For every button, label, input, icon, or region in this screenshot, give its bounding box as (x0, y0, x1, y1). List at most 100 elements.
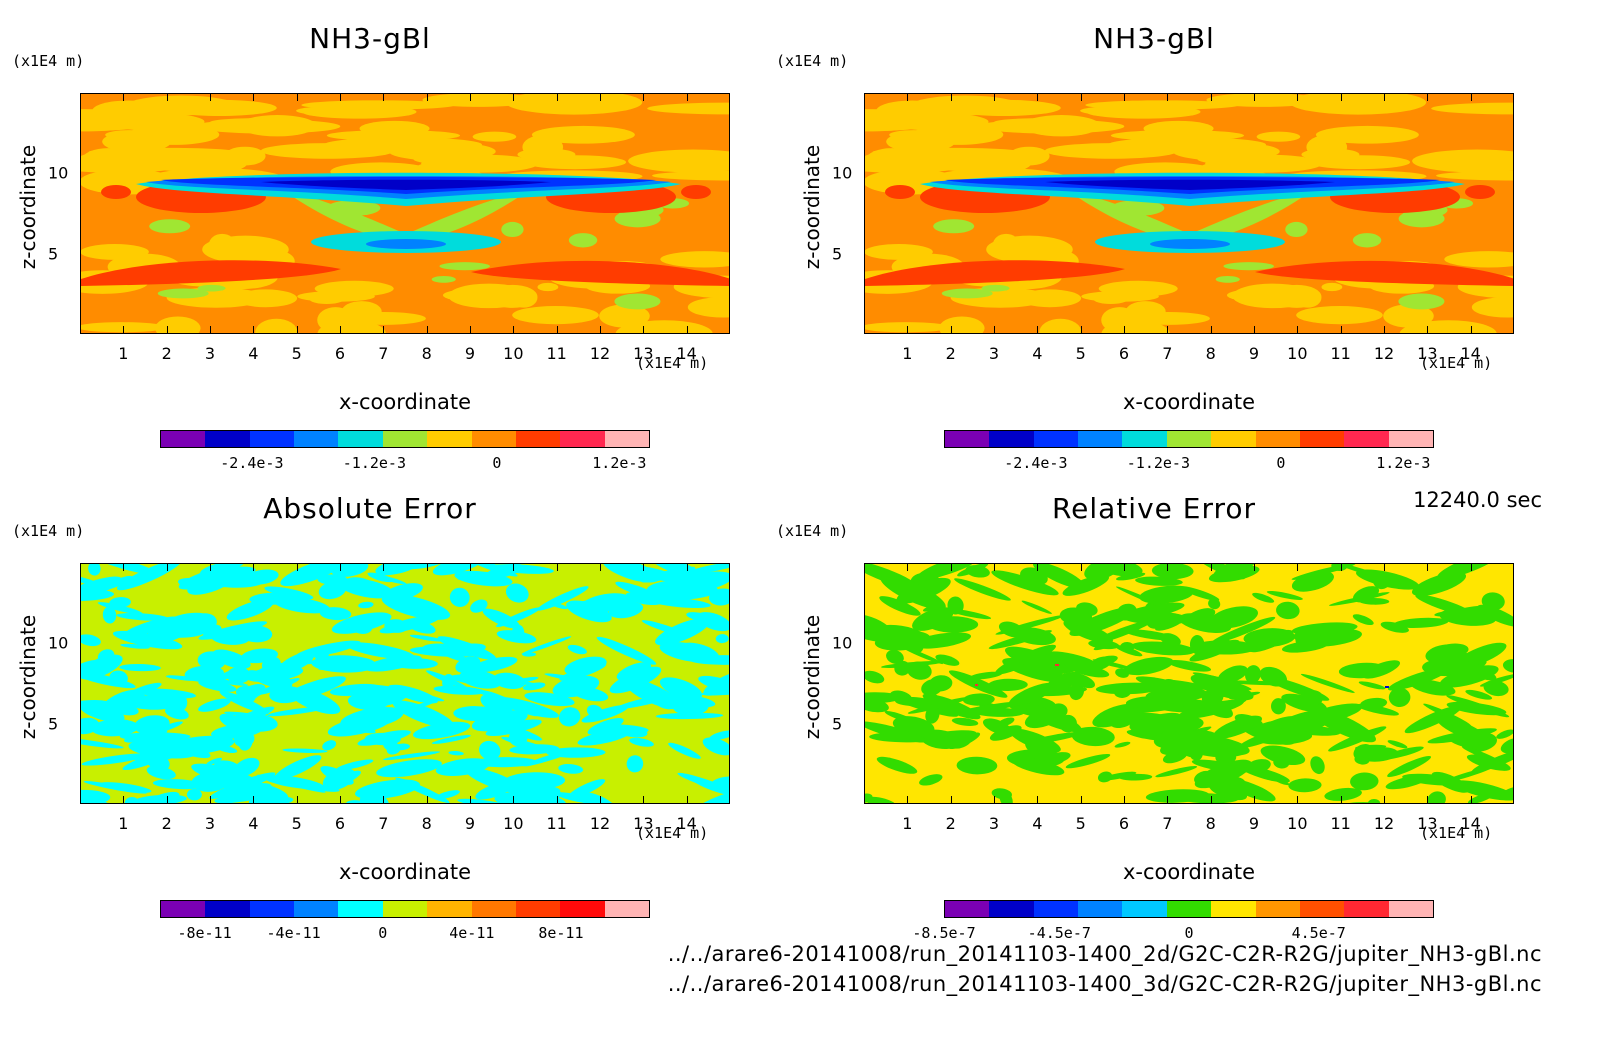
contour-region (1099, 771, 1137, 781)
contour-region (885, 185, 915, 199)
contour-region (453, 706, 498, 722)
x-tick-mark (166, 564, 168, 571)
colorbar-segment (1211, 901, 1256, 917)
contour-region (1201, 688, 1224, 706)
contour-region (1217, 637, 1234, 647)
contour-region (1452, 780, 1513, 801)
contour-region (1129, 703, 1186, 713)
contour-region (134, 715, 170, 735)
contour-region (266, 706, 327, 717)
x-tick-label: 5 (291, 814, 302, 833)
contour-region (81, 660, 99, 678)
colorbar-segment (1255, 431, 1300, 447)
colorbar-segment (560, 431, 605, 447)
x-tick-mark (1470, 326, 1472, 333)
contour-region (647, 564, 705, 580)
contour-region (269, 686, 304, 704)
contour-region (1045, 671, 1082, 692)
contour-region (1071, 726, 1115, 747)
file-path-2: ../../arare6-20141008/run_20141103-1400_… (667, 972, 1542, 996)
contour-region (957, 701, 1027, 714)
x-tick-label: 13 (633, 814, 654, 833)
contour-region (941, 288, 993, 299)
contour-region (912, 124, 1004, 145)
x-tick-mark (1254, 796, 1255, 803)
heatmap-svg (865, 564, 1513, 803)
contour-region (1352, 233, 1382, 248)
contour-region (537, 586, 589, 611)
contour-region (338, 578, 394, 599)
x-tick-mark (686, 94, 688, 101)
x-tick-label: 5 (291, 344, 302, 363)
x-tick-label: 5 (1075, 344, 1086, 363)
contour-region (1285, 221, 1308, 238)
colorbar-segment (205, 431, 250, 447)
x-tick-mark (123, 796, 125, 803)
colorbar-segment (1255, 901, 1300, 917)
contour-region (933, 219, 975, 234)
contour-region (512, 306, 599, 325)
contour-region (687, 296, 729, 318)
contour-region (866, 799, 896, 803)
x-tick-mark (556, 796, 558, 803)
x-tick-mark (253, 796, 255, 803)
contour-region (1410, 679, 1456, 696)
contour-region (322, 740, 337, 751)
contour-region (122, 750, 174, 771)
contour-region (1155, 766, 1198, 778)
colorbar-segment (945, 431, 990, 447)
x-tick-mark (166, 796, 168, 803)
x-tick-label: 2 (945, 344, 956, 363)
contour-region (301, 100, 455, 110)
colorbar-label: -4.5e-7 (1027, 924, 1091, 942)
x-tick-label: 12 (1373, 814, 1395, 833)
contour-region (1002, 658, 1067, 683)
contour-region (454, 643, 486, 654)
x-tick-mark (426, 564, 428, 571)
x-tick-mark (513, 796, 515, 803)
contour-region (346, 642, 415, 660)
contour-region (431, 276, 456, 283)
contour-region (1461, 746, 1503, 764)
contour-region (133, 794, 187, 803)
colorbar-segment (1033, 431, 1079, 447)
contour-region (912, 632, 972, 649)
colorbar-segment (1122, 901, 1167, 917)
x-tick-label: 11 (1330, 814, 1351, 833)
x-tick-mark (600, 326, 601, 333)
colorbar-segment (1344, 431, 1389, 447)
x-tick-label: 3 (204, 344, 216, 363)
x-tick-mark (1080, 564, 1082, 571)
contour-region (274, 755, 322, 780)
contour-region (394, 743, 410, 751)
contour-region (1333, 564, 1391, 581)
contour-region (212, 649, 251, 669)
contour-region (1331, 564, 1348, 572)
colorbar-segment (1388, 431, 1433, 447)
contour-region (1194, 770, 1213, 785)
contour-region (1270, 698, 1286, 715)
x-tick-mark (426, 94, 428, 101)
y-unit-label: (x1E4 m) (12, 52, 85, 70)
x-tick-mark (1124, 796, 1125, 803)
contour-region (1208, 598, 1221, 610)
contour-region (511, 676, 539, 684)
contour-region (97, 602, 143, 615)
contour-region (1151, 564, 1194, 580)
x-tick-label: 7 (1162, 344, 1173, 363)
contour-region (101, 185, 131, 199)
contour-region (1437, 564, 1503, 580)
x-tick-mark (296, 564, 298, 571)
x-tick-mark (1384, 326, 1385, 333)
contour-region (1008, 682, 1056, 707)
x-tick-mark (1124, 94, 1125, 101)
x-tick-label: 7 (378, 344, 389, 363)
contour-region (1098, 280, 1178, 297)
x-tick-label: 7 (378, 814, 389, 833)
contour-region (1465, 689, 1493, 700)
contour-region (1387, 740, 1408, 749)
x-tick-mark (426, 796, 428, 803)
contour-region (264, 586, 314, 600)
chart-title: NH3-gBl (1093, 22, 1215, 55)
contour-region (383, 751, 441, 761)
